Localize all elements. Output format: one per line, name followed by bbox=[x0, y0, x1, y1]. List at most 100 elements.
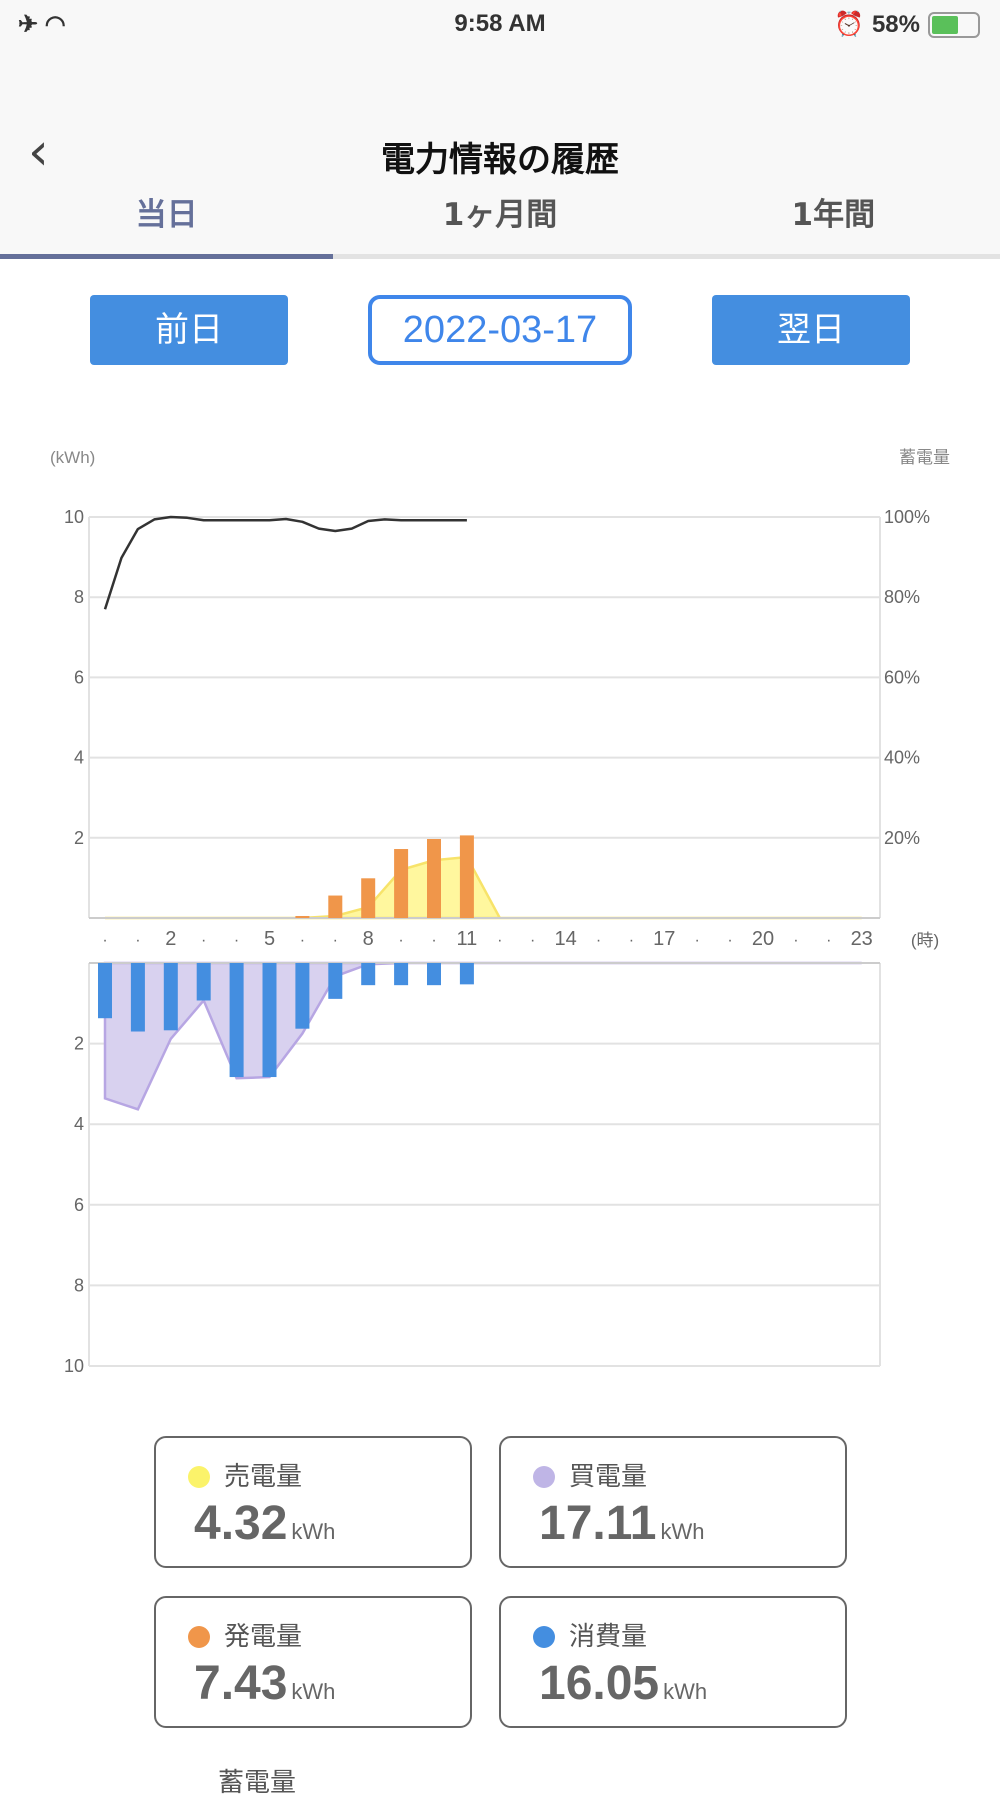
x-tick-label: · bbox=[497, 932, 502, 949]
consumption-bar bbox=[196, 963, 211, 1001]
right-y-tick-label: 20% bbox=[884, 828, 920, 848]
x-tick-label: · bbox=[596, 932, 601, 949]
x-tick-label: · bbox=[398, 932, 403, 949]
generation-bar bbox=[459, 835, 474, 918]
page-title: 電力情報の履歴 bbox=[381, 140, 619, 180]
buy-area bbox=[103, 961, 862, 1111]
tab-today[interactable]: 当日 bbox=[135, 197, 198, 233]
x-tick-label: · bbox=[102, 932, 107, 949]
x-tick-label: 8 bbox=[363, 928, 374, 950]
generation-bar bbox=[394, 849, 409, 918]
prev-day-button[interactable]: 前日 bbox=[90, 295, 288, 365]
x-tick-label: · bbox=[234, 932, 239, 949]
lower-y-tick-label: 10 bbox=[64, 1356, 84, 1376]
y-tick-label: 2 bbox=[74, 828, 84, 848]
x-tick-label: · bbox=[695, 932, 700, 949]
x-tick-label: 20 bbox=[752, 928, 774, 950]
consumption-bar bbox=[361, 963, 376, 986]
x-tick-label: · bbox=[300, 932, 305, 949]
generation-bar bbox=[328, 895, 343, 918]
right-y-tick-label: 60% bbox=[884, 667, 920, 687]
x-tick-label: · bbox=[727, 932, 732, 949]
x-tick-label: 14 bbox=[554, 928, 576, 950]
left-axis-unit: (kWh) bbox=[50, 448, 95, 467]
consumption-bar bbox=[328, 963, 343, 999]
right-y-tick-label: 40% bbox=[884, 748, 920, 768]
battery-charging-icon bbox=[928, 11, 980, 38]
nav-bar: ‹ 電力情報の履歴 bbox=[0, 50, 1000, 255]
consumption-bar bbox=[229, 963, 244, 1078]
consumption-bar bbox=[98, 963, 112, 1019]
airplane-wifi-icons: ✈ ◠ bbox=[18, 11, 66, 38]
right-y-tick-label: 100% bbox=[884, 507, 930, 527]
x-tick-label: · bbox=[826, 932, 831, 949]
card-value: 4.32 bbox=[194, 1497, 288, 1550]
card-unit: kWh bbox=[663, 1679, 708, 1704]
generation-legend-dot bbox=[188, 1626, 210, 1648]
card-unit: kWh bbox=[660, 1519, 705, 1544]
period-tabs: 当日 1ヶ月間 1年間 bbox=[0, 190, 1000, 254]
y-tick-label: 8 bbox=[74, 587, 84, 607]
x-tick-label: 11 bbox=[457, 928, 478, 950]
card-label: 発電量 bbox=[224, 1622, 303, 1652]
x-tick-label: · bbox=[793, 932, 798, 949]
x-tick-label: · bbox=[530, 932, 535, 949]
consumption-bar bbox=[459, 963, 474, 985]
card-value: 17.11 bbox=[539, 1497, 657, 1550]
lower-y-tick-label: 6 bbox=[74, 1195, 84, 1215]
card-value: 7.43 bbox=[194, 1657, 288, 1710]
card-unit: kWh bbox=[291, 1679, 336, 1704]
x-tick-label: · bbox=[431, 932, 436, 949]
card-unit: kWh bbox=[291, 1519, 336, 1544]
x-tick-label: 23 bbox=[851, 928, 873, 950]
chevron-left-icon[interactable]: ‹ bbox=[28, 122, 49, 182]
tab-indicator bbox=[0, 254, 1000, 259]
consumption-bar bbox=[163, 963, 178, 1031]
consumption-bar bbox=[427, 963, 441, 986]
power-chart: (kWh) 蓄電量 10 100% 8 80% 6 60% 4 40% 2 20% 2 4 6 8 10 · · 2 ·… bbox=[50, 448, 950, 1376]
date-field[interactable]: 2022-03-17 bbox=[368, 295, 632, 365]
lower-y-tick-label: 2 bbox=[74, 1034, 84, 1054]
card-label: 消費量 bbox=[569, 1622, 648, 1652]
x-tick-label: · bbox=[629, 932, 634, 949]
card-label: 買電量 bbox=[569, 1462, 648, 1492]
x-tick-label: 5 bbox=[264, 928, 275, 950]
x-tick-label: 2 bbox=[165, 928, 176, 950]
next-day-button[interactable]: 翌日 bbox=[712, 295, 910, 365]
status-bar: ✈ ◠ 9:58 AM ⏰ 58% bbox=[0, 0, 1000, 50]
summary-card-buy: 買電量 17.11 kWh bbox=[499, 1436, 847, 1568]
tab-month[interactable]: 1ヶ月間 bbox=[442, 197, 558, 233]
x-tick-label: · bbox=[333, 932, 338, 949]
summary-card-consumption: 消費量 16.05 kWh bbox=[499, 1596, 847, 1728]
summary-card-generation: 発電量 7.43 kWh bbox=[154, 1596, 472, 1728]
consumption-bar bbox=[295, 963, 310, 1029]
right-y-tick-label: 80% bbox=[884, 587, 920, 607]
generation-bar bbox=[295, 915, 310, 918]
lower-y-tick-label: 8 bbox=[74, 1275, 84, 1295]
generation-bar bbox=[361, 878, 376, 918]
sell-area bbox=[105, 855, 862, 920]
status-time: 9:58 AM bbox=[454, 10, 546, 37]
consumption-bar bbox=[394, 963, 409, 986]
summary-card-sell: 売電量 4.32 kWh bbox=[154, 1436, 472, 1568]
y-tick-label: 10 bbox=[64, 507, 84, 527]
sell-legend-dot bbox=[188, 1466, 210, 1488]
lower-y-tick-label: 4 bbox=[74, 1114, 84, 1134]
consumption-legend-dot bbox=[533, 1626, 555, 1648]
alarm-icon: ⏰ bbox=[834, 11, 864, 38]
x-tick-label: · bbox=[201, 932, 206, 949]
y-tick-label: 4 bbox=[74, 748, 84, 768]
consumption-bar bbox=[262, 963, 277, 1078]
battery-percent: 58% bbox=[871, 10, 920, 38]
generation-bar bbox=[427, 839, 441, 918]
x-axis-unit: (時) bbox=[911, 931, 939, 950]
x-tick-label: 17 bbox=[653, 928, 675, 950]
x-tick-label: · bbox=[135, 932, 140, 949]
y-tick-label: 6 bbox=[74, 667, 84, 687]
battery-section-label: 蓄電量 bbox=[218, 1768, 297, 1798]
buy-legend-dot bbox=[533, 1466, 555, 1488]
card-value: 16.05 bbox=[539, 1657, 660, 1710]
tab-year[interactable]: 1年間 bbox=[791, 197, 876, 233]
battery-line bbox=[103, 515, 467, 610]
right-axis-unit: 蓄電量 bbox=[899, 448, 950, 467]
